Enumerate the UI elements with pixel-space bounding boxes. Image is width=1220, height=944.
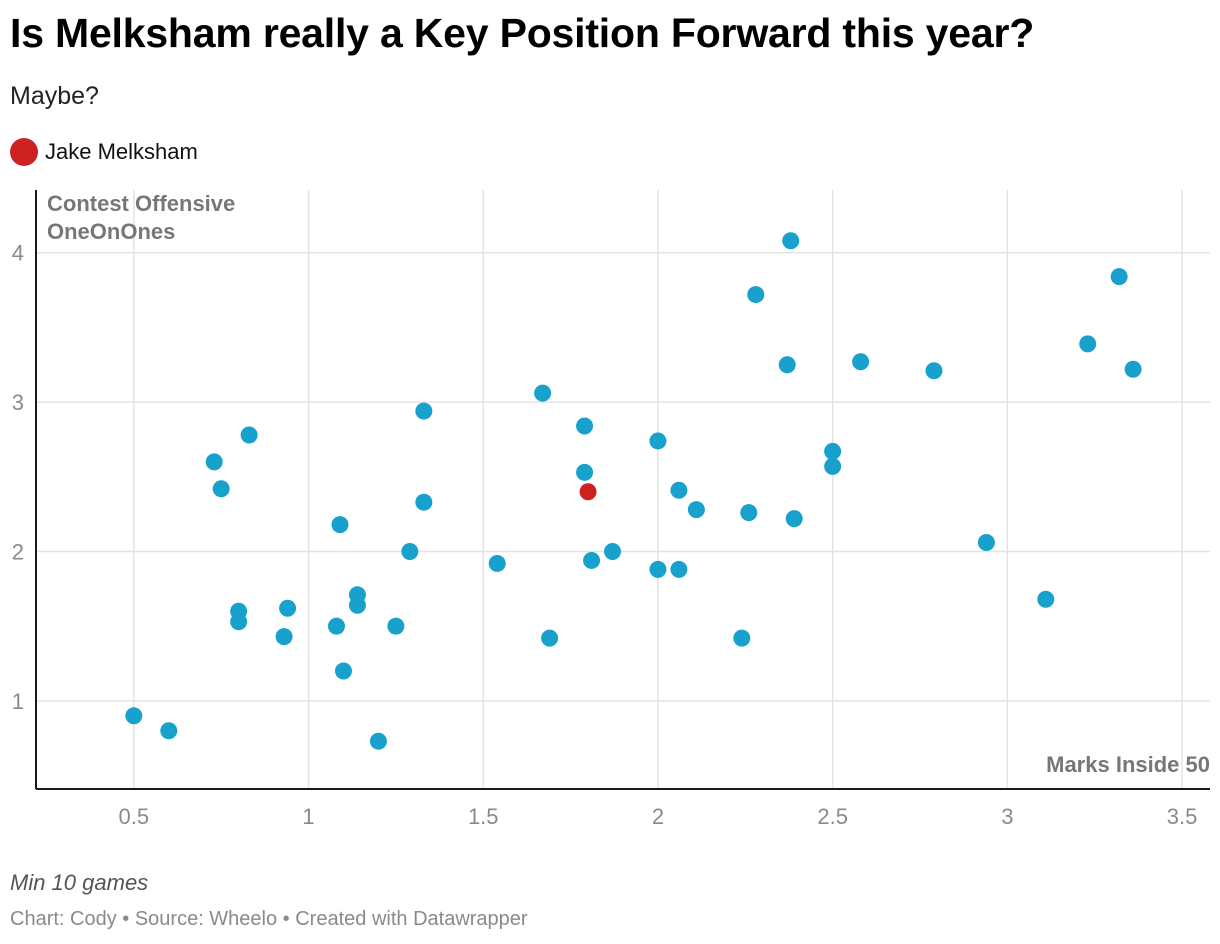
data-point [334,662,352,680]
legend: Jake Melksham [10,138,198,166]
highlight-point-melksham [579,483,597,501]
data-point [534,384,552,402]
footnote: Min 10 games [10,870,149,895]
data-point [279,599,297,617]
y-tick-label: 1 [12,689,24,714]
data-point [1110,268,1128,286]
data-point [488,554,506,572]
data-point [275,628,293,646]
data-point [670,560,688,578]
x-tick-label: 3.5 [1167,804,1198,829]
data-point [401,542,419,560]
data-point [747,286,765,304]
x-tick-label: 2.5 [817,804,848,829]
data-point [230,613,248,631]
data-point [824,457,842,475]
data-point [331,516,349,534]
byline: Chart: Cody • Source: Wheelo • Created w… [10,908,528,930]
x-tick-label: 0.5 [119,804,150,829]
data-point [240,426,258,444]
data-point [415,493,433,511]
y-tick-label: 3 [12,390,24,415]
data-point [541,629,559,647]
legend-label: Jake Melksham [45,139,198,164]
x-tick-label: 2 [652,804,664,829]
data-point [1124,360,1142,378]
data-point [687,501,705,519]
data-point [212,480,230,498]
x-tick-label: 3 [1001,804,1013,829]
chart-subtitle: Maybe? [10,82,99,110]
data-point [740,504,758,522]
data-point [778,356,796,374]
data-point [348,596,366,614]
data-point [670,481,688,499]
y-axis-title: Contest Offensive OneOnOnes [47,191,235,244]
data-point [576,463,594,481]
data-point [327,617,345,635]
data-point [649,432,667,450]
data-point [733,629,751,647]
x-tick-label: 1.5 [468,804,499,829]
data-point [387,617,405,635]
data-point [604,542,622,560]
legend-marker [10,138,38,166]
data-point [824,442,842,460]
data-point [369,732,387,750]
data-point [1037,590,1055,608]
chart-title: Is Melksham really a Key Position Forwar… [10,10,1035,56]
data-point [576,417,594,435]
data-point [782,232,800,250]
x-axis-title: Marks Inside 50 [1046,752,1210,777]
data-point [160,722,178,740]
y-tick-label: 2 [12,539,24,564]
data-point [785,510,803,528]
y-tick-label: 4 [12,241,24,266]
data-point [649,560,667,578]
data-point [583,551,601,569]
data-point [1079,335,1097,353]
data-point [925,362,943,380]
data-point [977,534,995,552]
data-point [205,453,223,471]
data-point [415,402,433,420]
data-point [852,353,870,371]
data-point [125,707,143,725]
x-tick-label: 1 [302,804,314,829]
